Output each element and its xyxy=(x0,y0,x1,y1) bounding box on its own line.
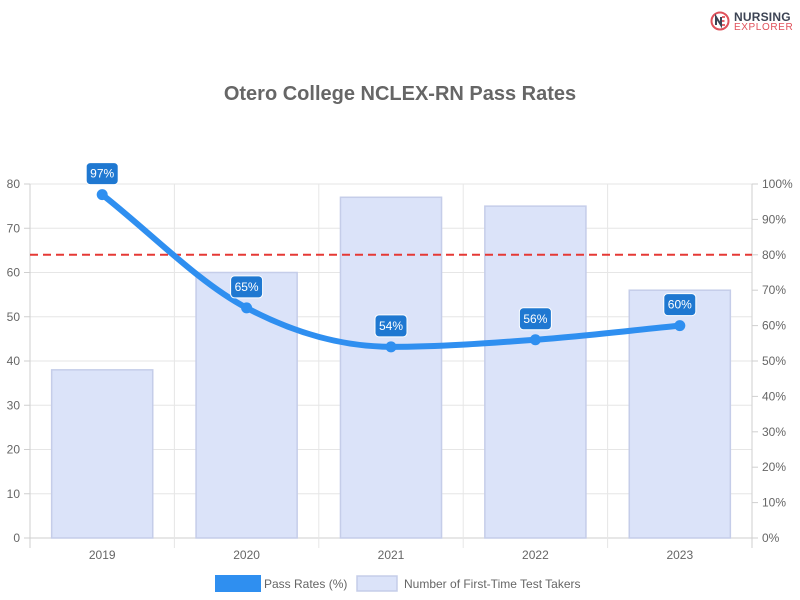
left-axis-tick-label: 40 xyxy=(7,354,21,368)
nursing-explorer-logo-icon xyxy=(710,11,730,31)
right-axis-tick-label: 100% xyxy=(762,177,793,191)
legend-swatch-test-takers[interactable] xyxy=(356,575,398,592)
left-axis-tick-label: 10 xyxy=(7,487,21,501)
left-axis-tick-label: 0 xyxy=(13,531,20,545)
legend-swatch-pass-rates[interactable] xyxy=(215,575,261,592)
right-axis-tick-label: 40% xyxy=(762,389,786,403)
data-label-box-2022 xyxy=(518,307,552,331)
x-axis-label-2020: 2020 xyxy=(233,548,260,562)
pass-rate-point-2022 xyxy=(529,334,541,346)
nursing-explorer-logo: NURSING EXPLORER xyxy=(710,9,794,35)
data-labels: 97% 65% 54% 56% 60% xyxy=(85,162,697,338)
x-axis-label-2019: 2019 xyxy=(89,548,116,562)
x-axis-label-2022: 2022 xyxy=(522,548,549,562)
data-label-box-2023 xyxy=(663,293,697,317)
chart-title: Otero College NCLEX-RN Pass Rates xyxy=(224,83,576,105)
right-axis-tick-label: 70% xyxy=(762,283,786,297)
right-axis-tick-label: 30% xyxy=(762,425,786,439)
logo-text-line2: EXPLORER xyxy=(734,22,794,33)
pass-rate-line-group xyxy=(96,189,686,353)
pass-rate-point-2020 xyxy=(241,302,253,314)
right-axis-tick-label: 90% xyxy=(762,212,786,226)
data-label-2020: 65% xyxy=(235,280,259,294)
legend-label-pass-rates[interactable]: Pass Rates (%) xyxy=(264,577,347,591)
right-axis-tick-label: 50% xyxy=(762,354,786,368)
left-axis-tick-label: 60 xyxy=(7,266,21,280)
left-axis-tick-label: 80 xyxy=(7,177,21,191)
logo-text-line1: NURSING xyxy=(734,10,791,24)
x-axis-label-2023: 2023 xyxy=(666,548,693,562)
bar-test-takers-2021 xyxy=(339,196,443,539)
data-label-2022: 56% xyxy=(523,312,547,326)
x-axis: 2019 2020 2021 2022 2023 xyxy=(89,548,694,562)
bar-test-takers-2019 xyxy=(50,369,154,539)
pass-rate-point-2019 xyxy=(96,189,108,201)
bars xyxy=(50,196,732,539)
right-axis: 0% 10% 20% 30% 40% 50% 60% 70% 80% 90% 100% xyxy=(752,177,793,545)
right-axis-tick-label: 0% xyxy=(762,531,780,545)
data-label-2019: 97% xyxy=(90,167,114,181)
left-axis-tick-label: 30 xyxy=(7,398,21,412)
bar-test-takers-2020 xyxy=(195,271,298,539)
left-axis: 0 10 20 30 40 50 60 70 80 xyxy=(7,177,30,545)
legend-label-test-takers[interactable]: Number of First-Time Test Takers xyxy=(404,577,580,591)
data-label-2021: 54% xyxy=(379,319,403,333)
left-axis-tick-label: 70 xyxy=(7,221,21,235)
left-axis-tick-label: 50 xyxy=(7,310,21,324)
data-label-2023: 60% xyxy=(668,298,692,312)
left-axis-tick-label: 20 xyxy=(7,443,21,457)
right-axis-tick-label: 20% xyxy=(762,460,786,474)
data-label-box-2021 xyxy=(374,314,408,338)
data-label-box-2019 xyxy=(85,162,119,186)
right-axis-tick-label: 60% xyxy=(762,319,786,333)
pass-rate-point-2021 xyxy=(385,341,397,353)
pass-rate-point-2023 xyxy=(674,320,686,332)
bar-test-takers-2022 xyxy=(484,205,587,539)
data-label-box-2020 xyxy=(230,275,264,299)
right-axis-tick-label: 10% xyxy=(762,496,786,510)
right-axis-tick-label: 80% xyxy=(762,248,786,262)
legend[interactable]: Pass Rates (%) Number of First-Time Test… xyxy=(215,575,580,592)
x-axis-label-2021: 2021 xyxy=(378,548,405,562)
